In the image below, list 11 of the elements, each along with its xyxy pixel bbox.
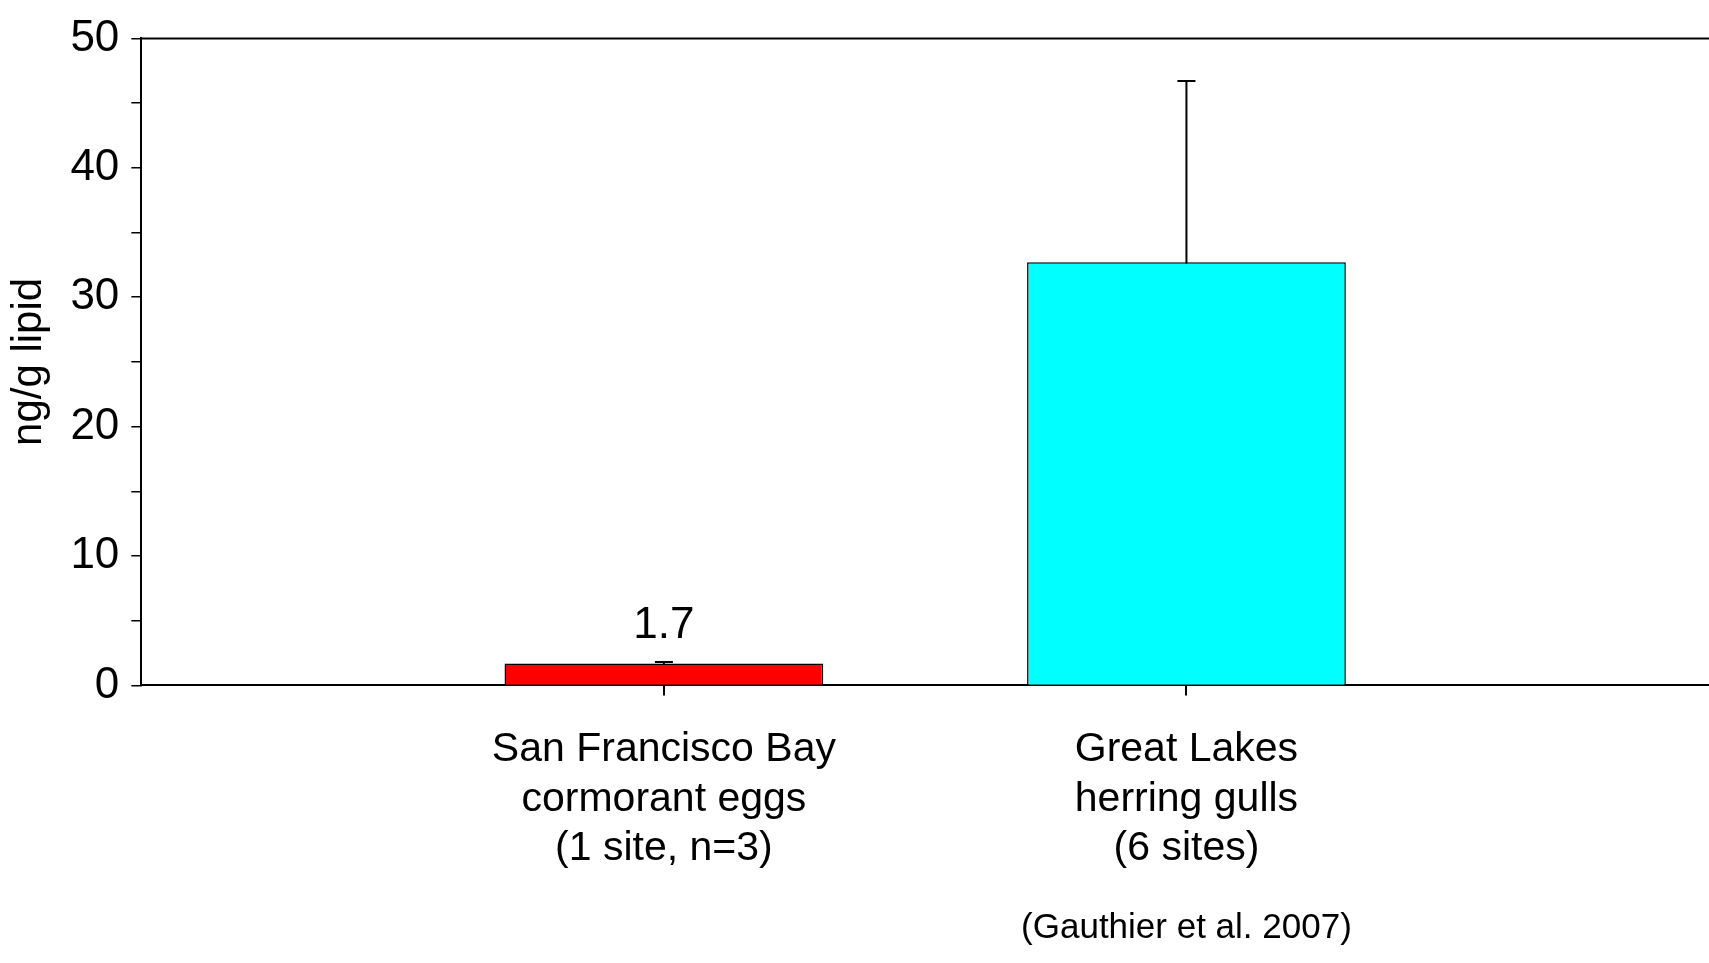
y-tick-label: 50 [70, 10, 120, 60]
data-label: 1.7 [633, 598, 695, 648]
y-tick-label: 40 [70, 139, 120, 189]
y-tick-label: 20 [70, 398, 120, 448]
y-tick-label: 0 [94, 657, 120, 707]
y-tick-label: 10 [70, 528, 120, 578]
y-axis-title: ng/g lipid [2, 277, 50, 446]
y-tick-label: 30 [70, 269, 120, 319]
x-tick-label: Great Lakes herring gulls (6 sites) [1074, 724, 1299, 869]
text: (Gauthier et al. 2007) [1021, 906, 1352, 946]
x-tick-label: San Francisco Bay cormorant eggs (1 site, n=3) [491, 724, 837, 869]
